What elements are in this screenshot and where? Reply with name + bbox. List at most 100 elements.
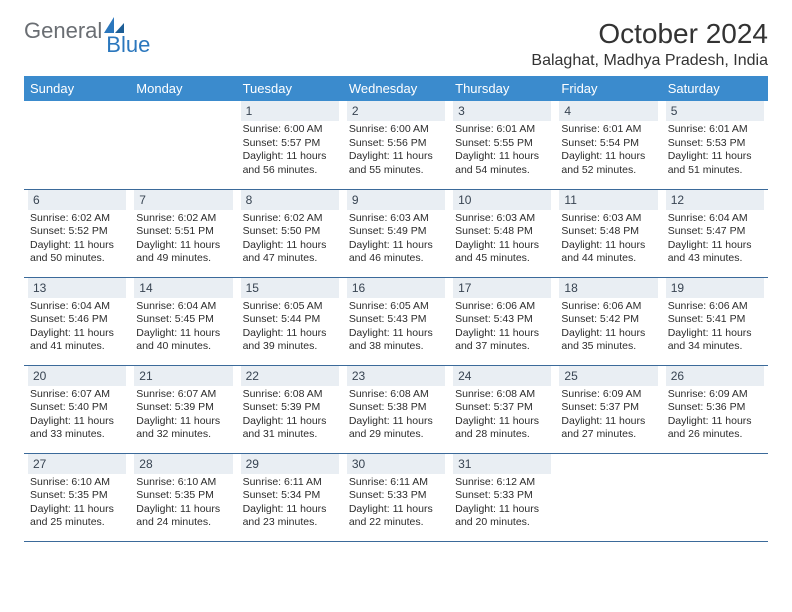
day-details: Sunrise: 6:04 AMSunset: 5:46 PMDaylight:…	[28, 300, 126, 355]
page-header: General Blue October 2024 Balaghat, Madh…	[24, 18, 768, 70]
calendar-cell: 2Sunrise: 6:00 AMSunset: 5:56 PMDaylight…	[343, 101, 449, 189]
day-details: Sunrise: 6:06 AMSunset: 5:43 PMDaylight:…	[453, 300, 551, 355]
day-number: 4	[559, 101, 657, 121]
day-details: Sunrise: 6:01 AMSunset: 5:55 PMDaylight:…	[453, 123, 551, 178]
day-number: 15	[241, 278, 339, 298]
title-block: October 2024 Balaghat, Madhya Pradesh, I…	[531, 18, 768, 70]
day-details: Sunrise: 6:04 AMSunset: 5:47 PMDaylight:…	[666, 212, 764, 267]
calendar-cell: 13Sunrise: 6:04 AMSunset: 5:46 PMDayligh…	[24, 277, 130, 365]
brand-logo: General Blue	[24, 18, 150, 44]
day-number: 6	[28, 190, 126, 210]
calendar-cell: 0.	[662, 453, 768, 541]
calendar-cell: 4Sunrise: 6:01 AMSunset: 5:54 PMDaylight…	[555, 101, 661, 189]
day-number: 31	[453, 454, 551, 474]
calendar-cell: 26Sunrise: 6:09 AMSunset: 5:36 PMDayligh…	[662, 365, 768, 453]
day-number: 25	[559, 366, 657, 386]
day-details: Sunrise: 6:03 AMSunset: 5:48 PMDaylight:…	[559, 212, 657, 267]
dow-row: Sunday Monday Tuesday Wednesday Thursday…	[24, 76, 768, 101]
dow-fri: Friday	[555, 76, 661, 101]
day-details: Sunrise: 6:00 AMSunset: 5:56 PMDaylight:…	[347, 123, 445, 178]
location-text: Balaghat, Madhya Pradesh, India	[531, 52, 768, 70]
day-number: 26	[666, 366, 764, 386]
calendar-row: 0.0.1Sunrise: 6:00 AMSunset: 5:57 PMDayl…	[24, 101, 768, 189]
day-details: Sunrise: 6:09 AMSunset: 5:37 PMDaylight:…	[559, 388, 657, 443]
calendar-table: Sunday Monday Tuesday Wednesday Thursday…	[24, 76, 768, 542]
day-number: 1	[241, 101, 339, 121]
calendar-cell: 3Sunrise: 6:01 AMSunset: 5:55 PMDaylight…	[449, 101, 555, 189]
calendar-cell: 17Sunrise: 6:06 AMSunset: 5:43 PMDayligh…	[449, 277, 555, 365]
day-number: 19	[666, 278, 764, 298]
brand-part1: General	[24, 18, 102, 44]
day-details: Sunrise: 6:07 AMSunset: 5:40 PMDaylight:…	[28, 388, 126, 443]
day-number: 22	[241, 366, 339, 386]
calendar-cell: 18Sunrise: 6:06 AMSunset: 5:42 PMDayligh…	[555, 277, 661, 365]
calendar-cell: 1Sunrise: 6:00 AMSunset: 5:57 PMDaylight…	[237, 101, 343, 189]
calendar-row: 13Sunrise: 6:04 AMSunset: 5:46 PMDayligh…	[24, 277, 768, 365]
day-details: Sunrise: 6:04 AMSunset: 5:45 PMDaylight:…	[134, 300, 232, 355]
calendar-row: 20Sunrise: 6:07 AMSunset: 5:40 PMDayligh…	[24, 365, 768, 453]
calendar-cell: 0.	[24, 101, 130, 189]
calendar-cell: 10Sunrise: 6:03 AMSunset: 5:48 PMDayligh…	[449, 189, 555, 277]
day-number: 2	[347, 101, 445, 121]
day-details: Sunrise: 6:10 AMSunset: 5:35 PMDaylight:…	[28, 476, 126, 531]
calendar-row: 6Sunrise: 6:02 AMSunset: 5:52 PMDaylight…	[24, 189, 768, 277]
calendar-cell: 6Sunrise: 6:02 AMSunset: 5:52 PMDaylight…	[24, 189, 130, 277]
day-number: 11	[559, 190, 657, 210]
day-details: Sunrise: 6:08 AMSunset: 5:39 PMDaylight:…	[241, 388, 339, 443]
calendar-cell: 31Sunrise: 6:12 AMSunset: 5:33 PMDayligh…	[449, 453, 555, 541]
day-number: 21	[134, 366, 232, 386]
calendar-cell: 30Sunrise: 6:11 AMSunset: 5:33 PMDayligh…	[343, 453, 449, 541]
calendar-cell: 11Sunrise: 6:03 AMSunset: 5:48 PMDayligh…	[555, 189, 661, 277]
calendar-cell: 0.	[555, 453, 661, 541]
calendar-cell: 20Sunrise: 6:07 AMSunset: 5:40 PMDayligh…	[24, 365, 130, 453]
dow-thu: Thursday	[449, 76, 555, 101]
day-details: Sunrise: 6:08 AMSunset: 5:38 PMDaylight:…	[347, 388, 445, 443]
dow-mon: Monday	[130, 76, 236, 101]
day-details: Sunrise: 6:01 AMSunset: 5:53 PMDaylight:…	[666, 123, 764, 178]
calendar-cell: 15Sunrise: 6:05 AMSunset: 5:44 PMDayligh…	[237, 277, 343, 365]
day-details: Sunrise: 6:07 AMSunset: 5:39 PMDaylight:…	[134, 388, 232, 443]
day-number: 29	[241, 454, 339, 474]
calendar-cell: 9Sunrise: 6:03 AMSunset: 5:49 PMDaylight…	[343, 189, 449, 277]
calendar-cell: 22Sunrise: 6:08 AMSunset: 5:39 PMDayligh…	[237, 365, 343, 453]
day-number: 24	[453, 366, 551, 386]
calendar-cell: 14Sunrise: 6:04 AMSunset: 5:45 PMDayligh…	[130, 277, 236, 365]
calendar-cell: 21Sunrise: 6:07 AMSunset: 5:39 PMDayligh…	[130, 365, 236, 453]
calendar-cell: 7Sunrise: 6:02 AMSunset: 5:51 PMDaylight…	[130, 189, 236, 277]
calendar-cell: 8Sunrise: 6:02 AMSunset: 5:50 PMDaylight…	[237, 189, 343, 277]
day-details: Sunrise: 6:02 AMSunset: 5:51 PMDaylight:…	[134, 212, 232, 267]
day-number: 10	[453, 190, 551, 210]
day-number: 20	[28, 366, 126, 386]
brand-part2: Blue	[106, 32, 150, 58]
day-number: 16	[347, 278, 445, 298]
day-number: 13	[28, 278, 126, 298]
day-number: 8	[241, 190, 339, 210]
day-details: Sunrise: 6:01 AMSunset: 5:54 PMDaylight:…	[559, 123, 657, 178]
calendar-cell: 23Sunrise: 6:08 AMSunset: 5:38 PMDayligh…	[343, 365, 449, 453]
day-details: Sunrise: 6:03 AMSunset: 5:49 PMDaylight:…	[347, 212, 445, 267]
calendar-cell: 0.	[130, 101, 236, 189]
dow-tue: Tuesday	[237, 76, 343, 101]
day-number: 17	[453, 278, 551, 298]
sail-icon	[104, 17, 124, 33]
calendar-body: 0.0.1Sunrise: 6:00 AMSunset: 5:57 PMDayl…	[24, 101, 768, 541]
day-number: 30	[347, 454, 445, 474]
calendar-cell: 24Sunrise: 6:08 AMSunset: 5:37 PMDayligh…	[449, 365, 555, 453]
day-details: Sunrise: 6:11 AMSunset: 5:34 PMDaylight:…	[241, 476, 339, 531]
day-number: 12	[666, 190, 764, 210]
day-number: 23	[347, 366, 445, 386]
calendar-cell: 25Sunrise: 6:09 AMSunset: 5:37 PMDayligh…	[555, 365, 661, 453]
calendar-cell: 12Sunrise: 6:04 AMSunset: 5:47 PMDayligh…	[662, 189, 768, 277]
dow-wed: Wednesday	[343, 76, 449, 101]
day-number: 28	[134, 454, 232, 474]
calendar-cell: 28Sunrise: 6:10 AMSunset: 5:35 PMDayligh…	[130, 453, 236, 541]
day-details: Sunrise: 6:02 AMSunset: 5:50 PMDaylight:…	[241, 212, 339, 267]
dow-sat: Saturday	[662, 76, 768, 101]
day-details: Sunrise: 6:03 AMSunset: 5:48 PMDaylight:…	[453, 212, 551, 267]
day-number: 27	[28, 454, 126, 474]
day-details: Sunrise: 6:06 AMSunset: 5:42 PMDaylight:…	[559, 300, 657, 355]
day-details: Sunrise: 6:05 AMSunset: 5:43 PMDaylight:…	[347, 300, 445, 355]
month-title: October 2024	[531, 18, 768, 50]
day-details: Sunrise: 6:05 AMSunset: 5:44 PMDaylight:…	[241, 300, 339, 355]
day-number: 3	[453, 101, 551, 121]
